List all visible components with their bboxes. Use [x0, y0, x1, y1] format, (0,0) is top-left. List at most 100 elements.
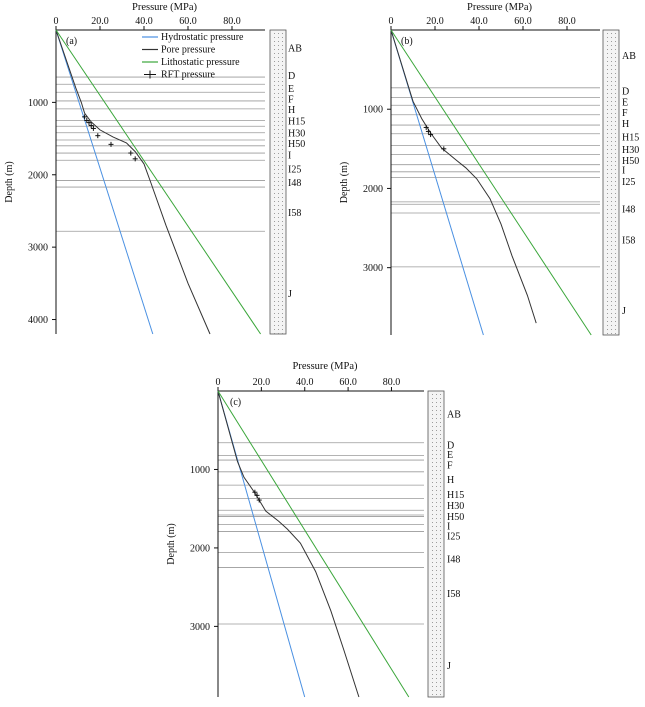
strat-dot [274, 217, 275, 218]
strat-dot [607, 177, 608, 178]
strat-dot [278, 221, 279, 222]
strat-dot [611, 97, 612, 98]
strat-dot [436, 602, 437, 603]
formation-label: H15 [622, 132, 639, 143]
strat-dot [440, 678, 441, 679]
strat-dot [282, 177, 283, 178]
strat-dot [607, 213, 608, 214]
strat-dot [436, 414, 437, 415]
strat-dot [440, 498, 441, 499]
strat-dot [436, 482, 437, 483]
strat-dot [282, 289, 283, 290]
strat-dot [440, 594, 441, 595]
strat-dot [440, 410, 441, 411]
strat-dot [607, 217, 608, 218]
strat-dot [615, 185, 616, 186]
strat-dot [615, 229, 616, 230]
strat-dot [607, 285, 608, 286]
rft-point [441, 146, 447, 152]
strat-dot [607, 265, 608, 266]
strat-dot [611, 85, 612, 86]
strat-dot [278, 297, 279, 298]
strat-dot [615, 217, 616, 218]
strat-dot [274, 133, 275, 134]
strat-dot [607, 193, 608, 194]
strat-dot [611, 37, 612, 38]
strat-dot [615, 153, 616, 154]
strat-dot [432, 458, 433, 459]
strat-dot [611, 133, 612, 134]
strat-dot [282, 225, 283, 226]
strat-dot [440, 502, 441, 503]
formation-label: H [622, 119, 629, 130]
strat-dot [440, 586, 441, 587]
strat-dot [274, 313, 275, 314]
strat-dot [436, 486, 437, 487]
strat-dot [615, 309, 616, 310]
strat-dot [615, 225, 616, 226]
strat-dot [282, 325, 283, 326]
strat-dot [274, 329, 275, 330]
strat-dot [615, 161, 616, 162]
strat-dot [436, 542, 437, 543]
strat-dot [615, 89, 616, 90]
strat-dot [278, 121, 279, 122]
strat-dot [615, 133, 616, 134]
x-tick-label: 60.0 [339, 377, 357, 388]
strat-dot [607, 209, 608, 210]
formation-label: D [622, 87, 629, 98]
strat-dot [278, 289, 279, 290]
lithostatic-pressure-line [55, 29, 262, 335]
strat-dot [432, 522, 433, 523]
strat-dot [436, 658, 437, 659]
strat-dot [432, 414, 433, 415]
strat-dot [436, 418, 437, 419]
strat-dot [282, 41, 283, 42]
strat-dot [274, 121, 275, 122]
strat-dot [432, 394, 433, 395]
strat-dot [274, 297, 275, 298]
strat-dot [615, 109, 616, 110]
strat-dot [615, 129, 616, 130]
strat-dot [282, 77, 283, 78]
strat-dot [440, 638, 441, 639]
strat-dot [440, 426, 441, 427]
formation-label: I58 [288, 208, 301, 219]
strat-dot [611, 309, 612, 310]
strat-dot [282, 161, 283, 162]
strat-dot [432, 562, 433, 563]
strat-dot [278, 281, 279, 282]
strat-dot [607, 109, 608, 110]
strat-dot [611, 201, 612, 202]
strat-dot [611, 125, 612, 126]
strat-dot [440, 418, 441, 419]
strat-dot [436, 598, 437, 599]
strat-dot [611, 177, 612, 178]
strat-dot [274, 109, 275, 110]
formation-label: E [288, 84, 294, 95]
strat-dot [607, 37, 608, 38]
strat-dot [611, 281, 612, 282]
strat-dot [432, 642, 433, 643]
rft-point [423, 124, 429, 130]
strat-dot [432, 474, 433, 475]
strat-dot [282, 173, 283, 174]
strat-dot [432, 694, 433, 695]
strat-dot [440, 626, 441, 627]
strat-dot [282, 53, 283, 54]
strat-dot [615, 33, 616, 34]
strat-dot [274, 309, 275, 310]
strat-dot [274, 169, 275, 170]
strat-dot [436, 582, 437, 583]
strat-dot [282, 285, 283, 286]
x-axis-title: Pressure (MPa) [292, 361, 358, 372]
strat-dot [432, 450, 433, 451]
strat-dot [611, 73, 612, 74]
strat-dot [607, 169, 608, 170]
strat-dot [611, 45, 612, 46]
rft-point [428, 132, 434, 138]
strat-dot [274, 285, 275, 286]
strat-dot [274, 129, 275, 130]
strat-dot [436, 410, 437, 411]
strat-dot [282, 85, 283, 86]
